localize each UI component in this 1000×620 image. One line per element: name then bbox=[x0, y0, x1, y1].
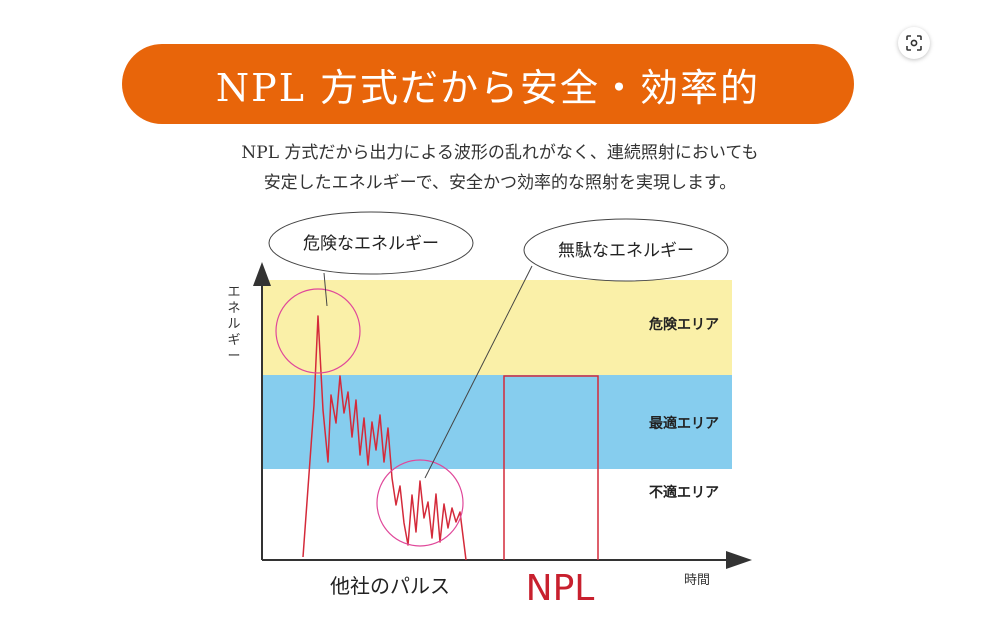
x-axis-arrow bbox=[726, 551, 752, 569]
callout-waste-bubble bbox=[523, 218, 729, 282]
description-line-2: 安定したエネルギーで、安全かつ効率的な照射を実現します。 bbox=[263, 173, 737, 193]
zone-label-optimal: 最適エリア bbox=[649, 415, 719, 432]
banner-title: NPL 方式だから安全・効率的 bbox=[215, 65, 761, 110]
danger-highlight-circle bbox=[275, 288, 361, 374]
svg-text:ネ: ネ bbox=[227, 301, 240, 316]
waste-highlight-circle bbox=[376, 459, 464, 547]
callout-danger-bubble bbox=[268, 211, 474, 275]
x-axis-label: 時間 bbox=[684, 573, 710, 588]
callout-waste-pointer bbox=[424, 265, 533, 479]
npl-label: NPL bbox=[526, 568, 595, 609]
image-search-button[interactable] bbox=[898, 27, 930, 59]
title-banner: NPL 方式だから安全・効率的 bbox=[122, 44, 854, 124]
competitor-pulse-waveform bbox=[302, 315, 467, 561]
callout-danger-pointer bbox=[323, 272, 328, 307]
description: NPL 方式だから出力による波形の乱れがなく、連続照射においても 安定したエネル… bbox=[150, 138, 850, 198]
callout-waste-text: 無駄なエネルギー bbox=[558, 241, 694, 261]
svg-text:エ: エ bbox=[227, 285, 240, 300]
zone-label-inadequate: 不適エリア bbox=[649, 484, 719, 501]
y-axis-label: エ ネ ル ギ ー bbox=[227, 285, 240, 364]
zone-optimal bbox=[262, 375, 732, 469]
image-search-icon bbox=[906, 35, 922, 51]
svg-text:ギ: ギ bbox=[227, 333, 240, 348]
npl-pulse-waveform bbox=[503, 375, 599, 560]
y-axis-arrow bbox=[253, 262, 271, 286]
svg-text:ー: ー bbox=[227, 349, 240, 364]
competitor-pulse-label: 他社のパルス bbox=[330, 574, 450, 598]
callout-danger-text: 危険なエネルギー bbox=[303, 234, 439, 254]
svg-text:ル: ル bbox=[227, 317, 240, 332]
zone-label-danger: 危険エリア bbox=[648, 316, 719, 333]
description-line-1: NPL 方式だから出力による波形の乱れがなく、連続照射においても bbox=[241, 143, 759, 163]
